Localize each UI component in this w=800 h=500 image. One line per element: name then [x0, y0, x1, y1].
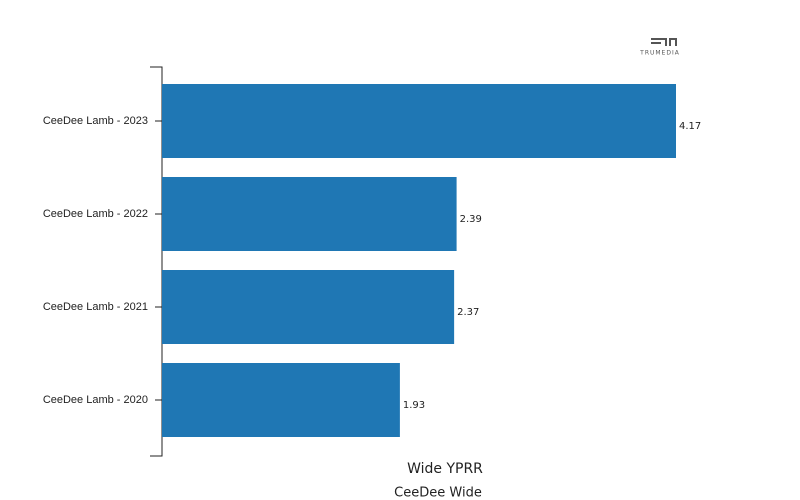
- y-tick-label: CeeDee Lamb - 2023: [43, 115, 148, 127]
- bar: [162, 270, 455, 344]
- value-label: 1.93: [403, 400, 425, 411]
- y-tick-label: CeeDee Lamb - 2020: [43, 394, 148, 406]
- subtitle: CeeDee Wide: [394, 486, 482, 500]
- logo-text: TRUMEDIA: [639, 50, 680, 57]
- value-label: 2.37: [457, 307, 479, 318]
- y-axis: [150, 66, 163, 457]
- value-label: 4.17: [679, 121, 701, 132]
- value-label: 2.39: [460, 214, 482, 225]
- x-axis-label: Wide YPRR: [407, 461, 483, 477]
- bar: [162, 177, 457, 251]
- bar: [162, 84, 676, 158]
- y-tick-label: CeeDee Lamb - 2022: [43, 208, 148, 220]
- logo: TRUMEDIA: [639, 38, 680, 57]
- bar: [162, 363, 400, 437]
- y-tick-label: CeeDee Lamb - 2021: [43, 301, 148, 313]
